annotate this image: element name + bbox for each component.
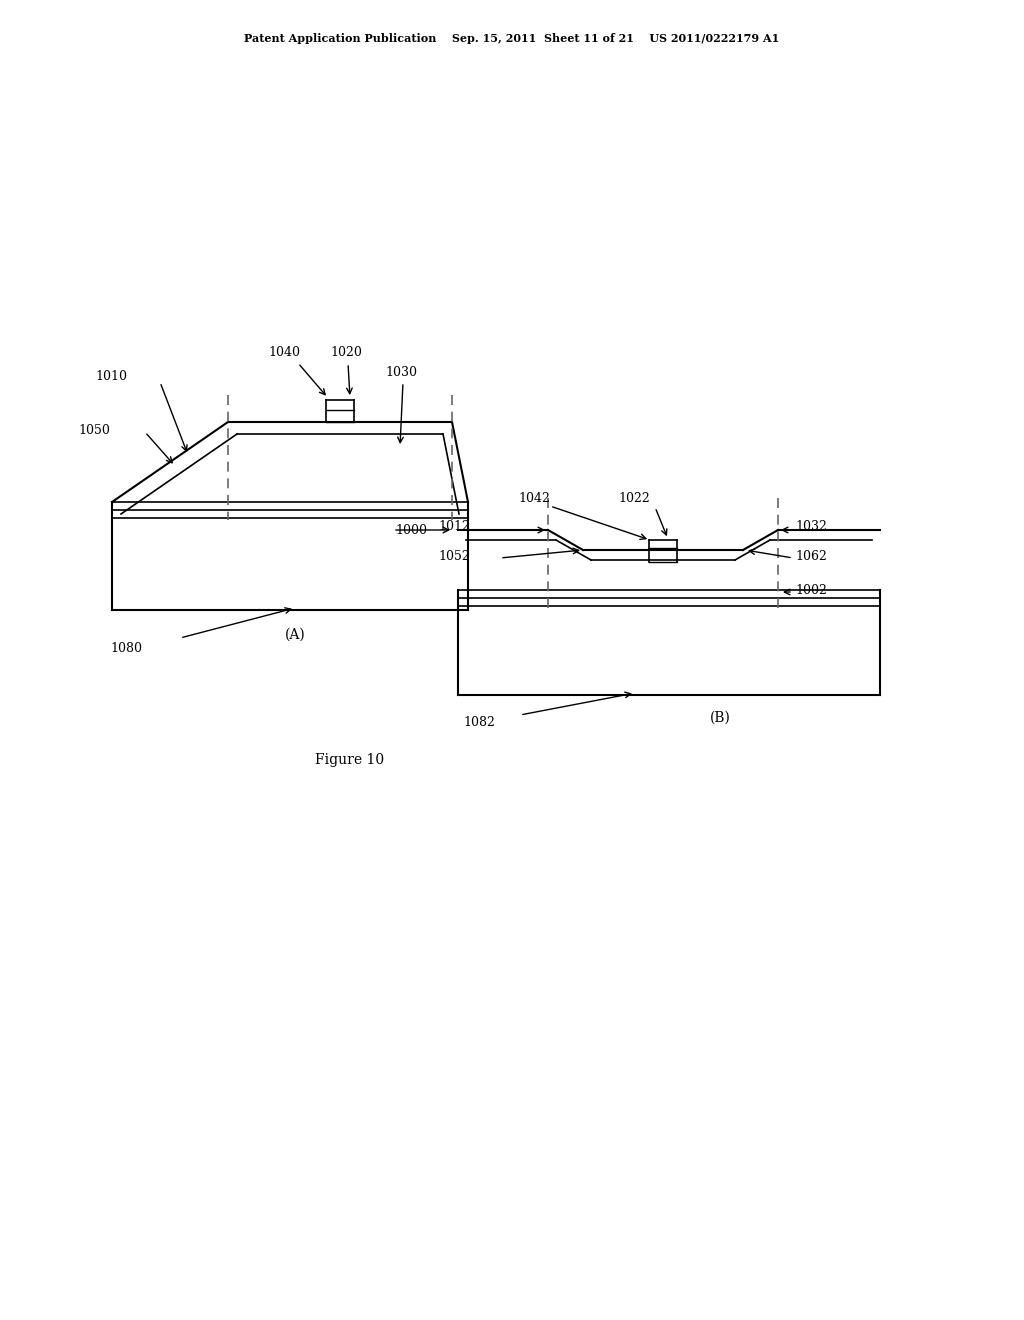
Text: 1082: 1082 xyxy=(463,715,495,729)
Text: 1032: 1032 xyxy=(795,520,826,533)
Text: 1080: 1080 xyxy=(110,642,142,655)
Text: 1042: 1042 xyxy=(518,491,550,504)
Text: 1040: 1040 xyxy=(268,346,300,359)
Text: Patent Application Publication    Sep. 15, 2011  Sheet 11 of 21    US 2011/02221: Patent Application Publication Sep. 15, … xyxy=(245,33,779,44)
Text: 1000: 1000 xyxy=(395,524,427,536)
Text: (A): (A) xyxy=(285,628,305,642)
Text: Figure 10: Figure 10 xyxy=(315,752,385,767)
Text: (B): (B) xyxy=(710,711,730,725)
Text: 1020: 1020 xyxy=(330,346,361,359)
Text: 1022: 1022 xyxy=(618,491,650,504)
Text: 1050: 1050 xyxy=(78,424,110,437)
Text: 1052: 1052 xyxy=(438,550,470,564)
Text: 1062: 1062 xyxy=(795,550,826,564)
Text: 1002: 1002 xyxy=(795,583,826,597)
Text: 1030: 1030 xyxy=(385,367,417,380)
Text: 1010: 1010 xyxy=(95,370,127,383)
Text: 1012: 1012 xyxy=(438,520,470,533)
